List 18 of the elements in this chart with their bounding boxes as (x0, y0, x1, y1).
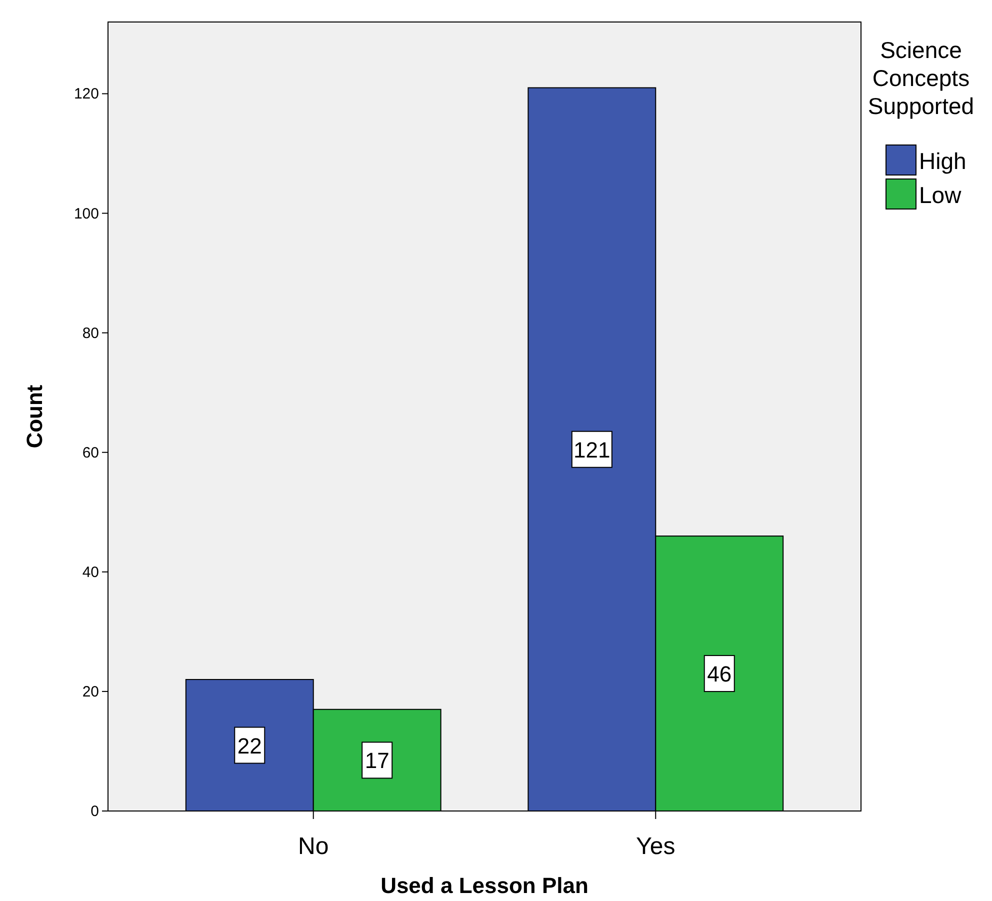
y-tick-label: 80 (82, 324, 99, 342)
y-tick-label: 20 (82, 683, 99, 700)
x-tick-label: No (298, 833, 329, 860)
y-tick-label: 0 (90, 803, 99, 820)
x-tick-label: Yes (636, 833, 676, 860)
legend-title: Science Concepts Supported (868, 37, 974, 119)
data-label: 46 (707, 662, 732, 687)
y-tick-label: 40 (82, 564, 99, 581)
data-label: 121 (574, 437, 610, 462)
data-label: 22 (237, 733, 262, 758)
x-axis-title: Used a Lesson Plan (380, 873, 588, 898)
y-axis-title: Count (22, 384, 47, 448)
y-tick-label: 60 (82, 444, 99, 462)
y-tick-label: 120 (74, 86, 99, 103)
data-label: 17 (364, 748, 390, 774)
legend-label: Low (919, 182, 962, 208)
y-tick-label: 100 (74, 205, 99, 222)
legend-label: High (919, 148, 966, 174)
